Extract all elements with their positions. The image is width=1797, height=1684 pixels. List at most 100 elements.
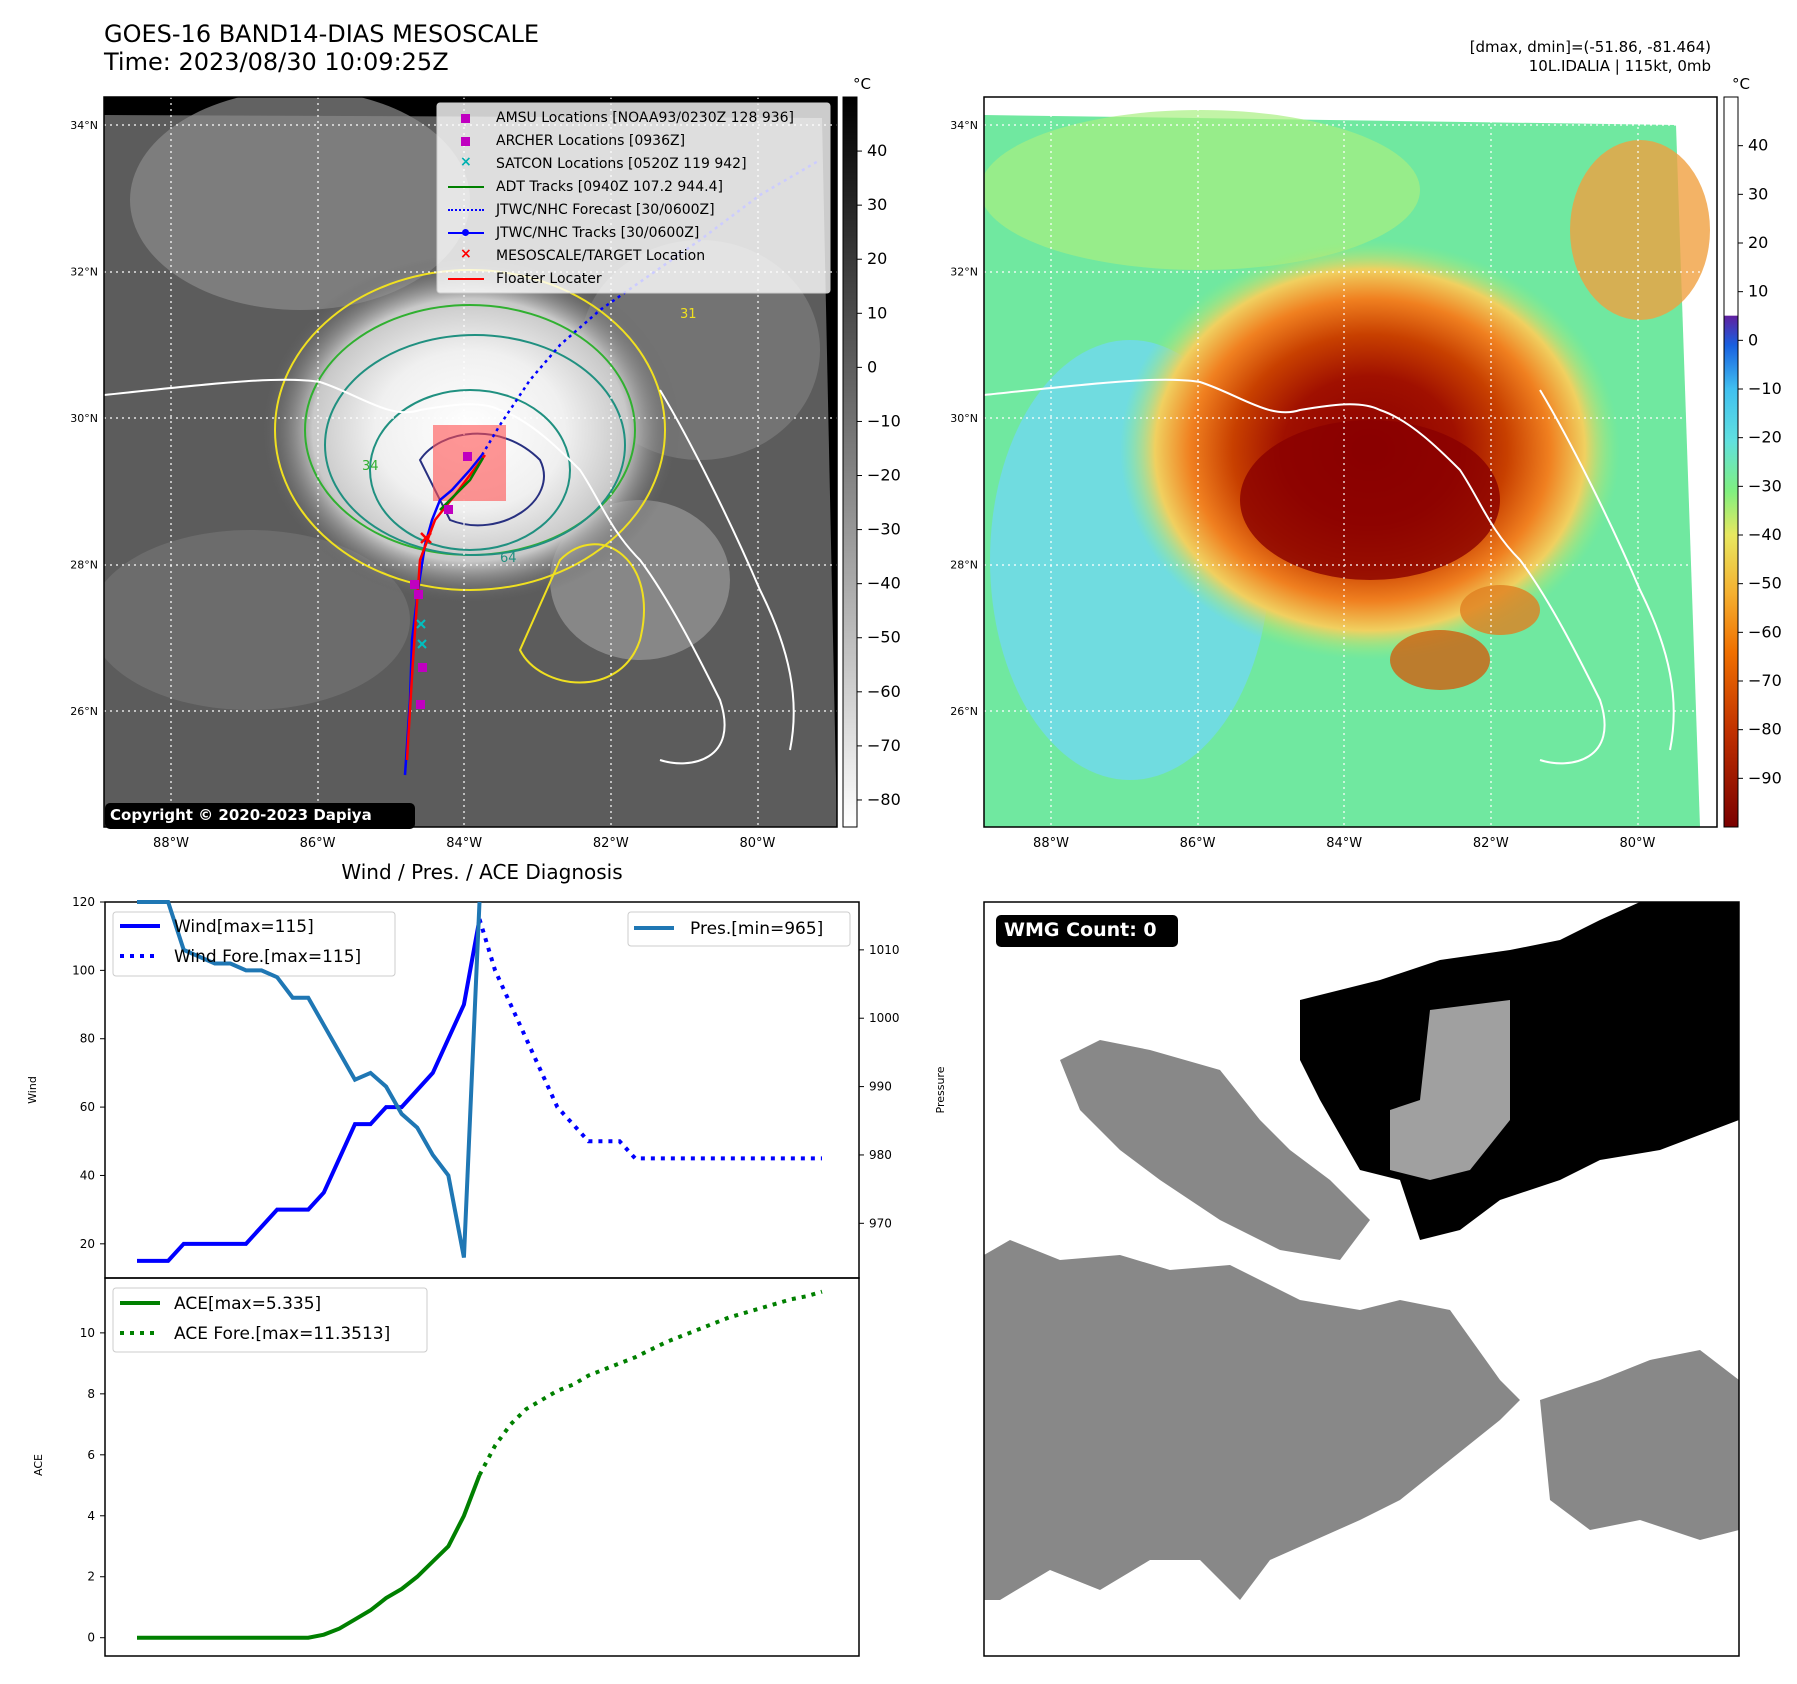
legend-label: SATCON Locations [0520Z 119 942] <box>496 155 747 172</box>
ir-colorbar-tick-label: −50 <box>867 628 901 647</box>
header-title-block: GOES-16 BAND14-DIAS MESOSCALE Time: 2023… <box>104 20 539 76</box>
color-colorbar-tick-label: 10 <box>1748 282 1768 301</box>
color-colorbar-tick-label: −80 <box>1748 720 1782 739</box>
ir-colorbar-tick-label: −70 <box>867 736 901 755</box>
header-info-block: [dmax, dmin]=(-51.86, -81.464) 10L.IDALI… <box>1470 38 1711 76</box>
legend-label: Floater Locater <box>496 270 602 287</box>
ir-map <box>104 97 837 827</box>
lat-label: 32°N <box>950 266 978 279</box>
dynamic-layer: 34°N 32°N 30°N 28°N 26°N 88°W 86°W 84°W 82°W 80°W… <box>26 119 1782 1645</box>
ir-colorbar-tick-label: −30 <box>867 520 901 539</box>
ace-legend <box>112 1287 428 1353</box>
legend-label: ACE Fore.[max=11.3513] <box>174 1324 390 1344</box>
color-colorbar-tick-label: −60 <box>1748 622 1782 641</box>
legend-swatch <box>446 226 486 240</box>
satcon-markers <box>416 619 427 649</box>
copyright-badge <box>105 803 415 829</box>
legend-label: JTWC/NHC Tracks [30/0600Z] <box>496 224 700 241</box>
ir-legend-list: AMSU Locations [NOAA93/0230Z 128 936] ARC… <box>446 106 830 290</box>
ace-ytick-label: 8 <box>87 1387 95 1401</box>
color-colorbar-tick-label: −50 <box>1748 574 1782 593</box>
pressure-ytick-label: 1010 <box>869 943 900 957</box>
legend-label: ADT Tracks [0940Z 107.2 944.4] <box>496 178 723 195</box>
legend-entry: JTWC/NHC Forecast [30/0600Z] <box>446 198 830 221</box>
lon-label: 80°W <box>739 836 775 851</box>
color-colorbar-tick-label: −90 <box>1748 768 1782 787</box>
ir-colorbar-tick-label: −60 <box>867 682 901 701</box>
pressure-ytick-label: 970 <box>869 1216 892 1230</box>
legend-label: Pres.[min=965] <box>690 919 823 939</box>
color-colorbar-tick-label: 40 <box>1748 136 1768 155</box>
ir-colorbar-tick-label: 40 <box>867 141 887 160</box>
legend-swatch <box>446 272 486 286</box>
lon-label: 88°W <box>1033 836 1069 851</box>
timestamp: Time: 2023/08/30 10:09:25Z <box>104 48 449 76</box>
pressure-ytick-label: 980 <box>869 1148 892 1162</box>
adt-track <box>439 457 485 511</box>
pressure-axis-label: Pressure <box>934 1066 947 1113</box>
color-colorbar-unit: °C <box>1732 75 1750 93</box>
legend-entry: ADT Tracks [0940Z 107.2 944.4] <box>446 175 830 198</box>
wind-ytick-label: 20 <box>80 1237 95 1251</box>
wind-ytick-label: 80 <box>80 1032 95 1046</box>
wind-ytick-label: 120 <box>72 895 95 909</box>
wmg-count-badge <box>996 915 1178 947</box>
legend-label: AMSU Locations [NOAA93/0230Z 128 936] <box>496 109 795 126</box>
wmg-panel <box>984 902 1739 1656</box>
color-colorbar-tick-label: 0 <box>1748 330 1758 349</box>
lat-label: 34°N <box>950 119 978 132</box>
legend-entry: Floater Locater <box>446 267 830 290</box>
diagnosis-title: Wind / Pres. / ACE Diagnosis <box>341 860 623 884</box>
jtwc-track <box>403 454 483 776</box>
color-colorbar-tick-label: −10 <box>1748 379 1782 398</box>
legend-swatch: × <box>460 153 472 170</box>
ace-axes <box>104 1277 860 1657</box>
storm-info-text: 10L.IDALIA | 115kt, 0mb <box>1528 57 1711 75</box>
lat-label: 28°N <box>950 559 978 572</box>
lon-label: 84°W <box>1326 836 1362 851</box>
legend-entry: AMSU Locations [NOAA93/0230Z 128 936] <box>446 106 830 129</box>
series-line <box>137 918 482 1263</box>
ace-ytick-label: 4 <box>87 1509 95 1523</box>
ace-ytick-label: 10 <box>80 1326 95 1340</box>
lat-label: 26°N <box>70 705 98 718</box>
legend-swatch <box>446 180 486 194</box>
color-colorbar-tick-label: 30 <box>1748 184 1768 203</box>
ir-colorbar-tick-label: 30 <box>867 195 887 214</box>
contour-label: 64 <box>500 551 517 566</box>
ace-axis-label: ACE <box>32 1454 45 1476</box>
ir-colorbar-tick-label: 0 <box>867 357 877 376</box>
lat-label: 34°N <box>70 119 98 132</box>
series-line <box>137 1474 482 1640</box>
ir-colorbar-tick-label: −20 <box>867 466 901 485</box>
wind-ytick-label: 40 <box>80 1168 95 1182</box>
ace-ytick-label: 6 <box>87 1448 95 1462</box>
color-colorbar-tick-label: −70 <box>1748 671 1782 690</box>
ace-ytick-label: 2 <box>87 1570 95 1584</box>
lon-label: 80°W <box>1619 836 1655 851</box>
wmg-count-text: WMG Count: 0 <box>1004 919 1157 941</box>
legend-label: Wind Fore.[max=115] <box>174 947 361 967</box>
lat-label: 30°N <box>70 412 98 425</box>
lon-label: 82°W <box>593 836 629 851</box>
legend-swatch: × <box>460 245 472 262</box>
legend-label: Wind[max=115] <box>174 917 314 937</box>
legend-label: JTWC/NHC Forecast [30/0600Z] <box>496 201 715 218</box>
legend-entry: × SATCON Locations [0520Z 119 942] <box>446 152 830 175</box>
lat-label: 30°N <box>950 412 978 425</box>
color-colorbar <box>1723 96 1739 828</box>
lon-label: 82°W <box>1473 836 1509 851</box>
lon-label: 86°W <box>300 836 336 851</box>
series-line <box>477 1289 823 1477</box>
dmax-dmin-text: [dmax, dmin]=(-51.86, -81.464) <box>1469 38 1711 56</box>
series-line <box>477 918 822 1161</box>
legend-label: MESOSCALE/TARGET Location <box>496 247 706 264</box>
contour-label: 34 <box>362 459 379 474</box>
ir-colorbar-tick-label: 10 <box>867 303 887 322</box>
legend-entry: JTWC/NHC Tracks [30/0600Z] <box>446 221 830 244</box>
wmg-gray-region-low <box>984 1240 1520 1600</box>
legend-entry: × MESOSCALE/TARGET Location <box>446 244 830 267</box>
ir-colorbar-tick-label: 20 <box>867 249 887 268</box>
target-marker <box>420 532 432 544</box>
